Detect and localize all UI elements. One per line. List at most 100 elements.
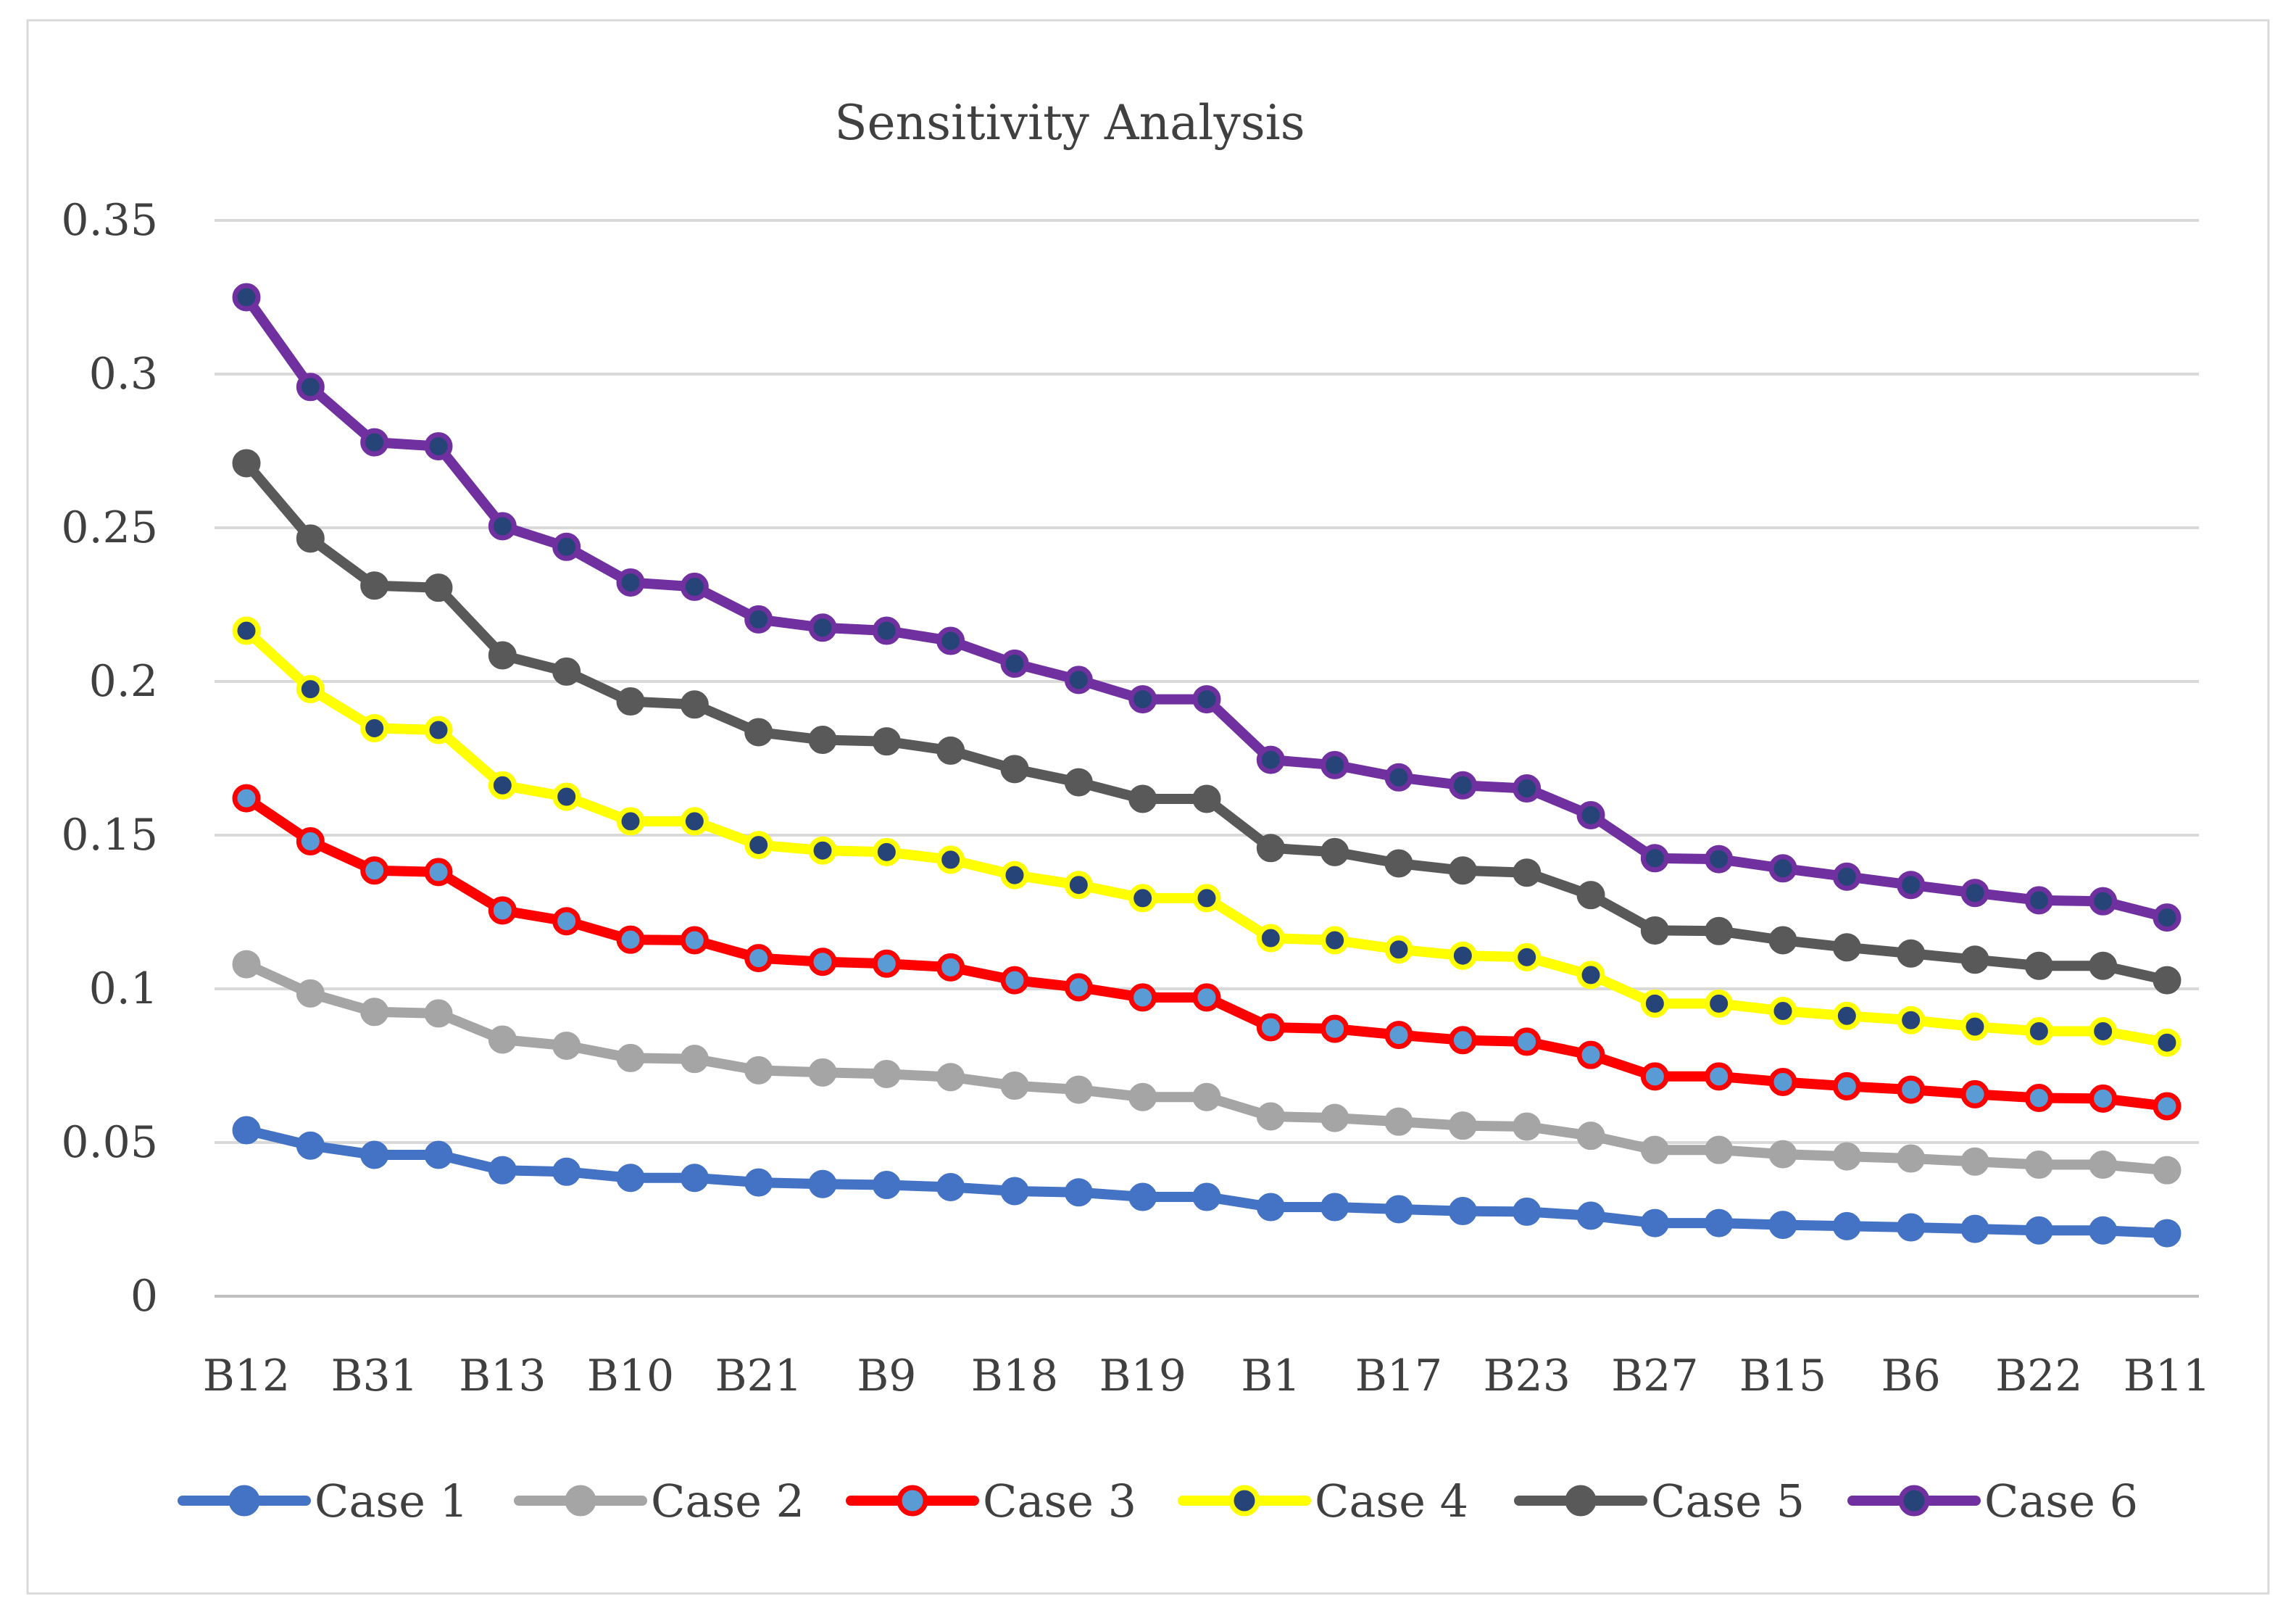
data-point — [552, 657, 581, 686]
x-tick-label: B27 — [1611, 1351, 1698, 1401]
data-point — [1960, 879, 1989, 908]
data-point — [1000, 861, 1029, 890]
data-point — [296, 979, 325, 1008]
y-tick-label: 0.2 — [89, 656, 158, 707]
legend-swatch-marker — [1565, 1485, 1597, 1517]
data-point — [2089, 951, 2118, 980]
data-point — [424, 432, 453, 461]
x-tick-label: B13 — [459, 1351, 546, 1401]
data-point — [1320, 926, 1349, 955]
data-point — [1705, 916, 1734, 945]
series-2 — [232, 950, 2181, 1185]
data-point — [1448, 1197, 1477, 1226]
series-5 — [232, 449, 2181, 995]
data-point — [2024, 886, 2053, 915]
y-tick-label: 0.35 — [61, 195, 158, 246]
data-point — [1192, 983, 1221, 1012]
data-point — [2152, 966, 2181, 995]
legend-label: Case 4 — [1315, 1475, 1468, 1527]
data-point — [1705, 1062, 1734, 1091]
data-point — [1640, 1062, 1669, 1091]
data-point — [232, 1116, 261, 1145]
legend-item: Case 4 — [1178, 1475, 1468, 1527]
data-point — [1000, 1177, 1029, 1206]
data-point — [360, 571, 389, 600]
legend-item: Case 5 — [1514, 1475, 1805, 1527]
x-tick-label: B22 — [1995, 1351, 2082, 1401]
y-tick-label: 0.1 — [89, 963, 158, 1014]
data-point — [1705, 989, 1734, 1018]
data-point — [1513, 1197, 1542, 1226]
data-point — [232, 283, 261, 312]
data-point — [1384, 1107, 1413, 1136]
data-point — [1897, 1144, 1926, 1173]
data-point — [552, 1031, 581, 1060]
data-point — [296, 373, 325, 402]
x-tick-label: B11 — [2124, 1351, 2210, 1401]
data-point — [488, 896, 517, 925]
x-tick-label: B12 — [203, 1351, 290, 1401]
data-point — [232, 616, 261, 645]
data-point — [872, 727, 901, 756]
data-point — [808, 613, 837, 642]
data-point — [1320, 750, 1349, 779]
data-point — [936, 736, 965, 765]
data-point — [552, 1157, 581, 1186]
data-point — [2024, 951, 2053, 980]
data-point — [1128, 784, 1157, 813]
data-point — [424, 573, 453, 602]
data-point — [872, 837, 901, 866]
data-point — [1448, 941, 1477, 970]
chart-title: Sensitivity Analysis — [834, 95, 1305, 151]
x-tick-label: B10 — [587, 1351, 674, 1401]
y-tick-label: 0 — [130, 1271, 158, 1322]
series-4 — [232, 616, 2181, 1057]
x-tick-label: B15 — [1739, 1351, 1826, 1401]
data-point — [1448, 856, 1477, 885]
data-point — [232, 449, 261, 478]
data-point — [1897, 1075, 1926, 1104]
data-point — [616, 1164, 645, 1193]
data-point — [1832, 1001, 1861, 1030]
data-point — [360, 998, 389, 1027]
data-point — [1448, 771, 1477, 800]
x-tick-label: B1 — [1241, 1351, 1300, 1401]
data-point — [1256, 924, 1285, 953]
data-point — [296, 826, 325, 855]
data-point — [2152, 1092, 2181, 1121]
data-point — [2089, 1017, 2118, 1046]
y-tick-label: 0.05 — [61, 1117, 158, 1168]
data-point — [1513, 858, 1542, 887]
series-group — [232, 283, 2181, 1248]
data-point — [744, 1168, 773, 1197]
data-point — [1448, 1026, 1477, 1055]
data-point — [296, 1131, 325, 1160]
data-point — [616, 925, 645, 954]
data-point — [2024, 1017, 2053, 1046]
data-point — [616, 807, 645, 836]
data-point — [2089, 1084, 2118, 1113]
data-point — [936, 1063, 965, 1092]
data-point — [680, 1045, 709, 1074]
data-point — [1192, 884, 1221, 913]
data-point — [424, 999, 453, 1028]
data-point — [1705, 1135, 1734, 1164]
data-point — [1256, 745, 1285, 774]
data-point — [1832, 1211, 1861, 1240]
data-point — [616, 1043, 645, 1072]
data-point — [680, 572, 709, 601]
data-point — [1128, 1182, 1157, 1211]
data-point — [744, 718, 773, 747]
data-point — [360, 1140, 389, 1169]
data-point — [1128, 685, 1157, 714]
y-tick-label: 0.25 — [61, 502, 158, 553]
data-point — [1064, 871, 1093, 900]
data-point — [1384, 849, 1413, 878]
data-point — [936, 953, 965, 982]
data-point — [2024, 1216, 2053, 1245]
legend-swatch-marker — [228, 1485, 260, 1517]
data-point — [296, 675, 325, 704]
data-point — [1832, 862, 1861, 891]
data-point — [1192, 1182, 1221, 1211]
legend-label: Case 6 — [1984, 1475, 2138, 1527]
